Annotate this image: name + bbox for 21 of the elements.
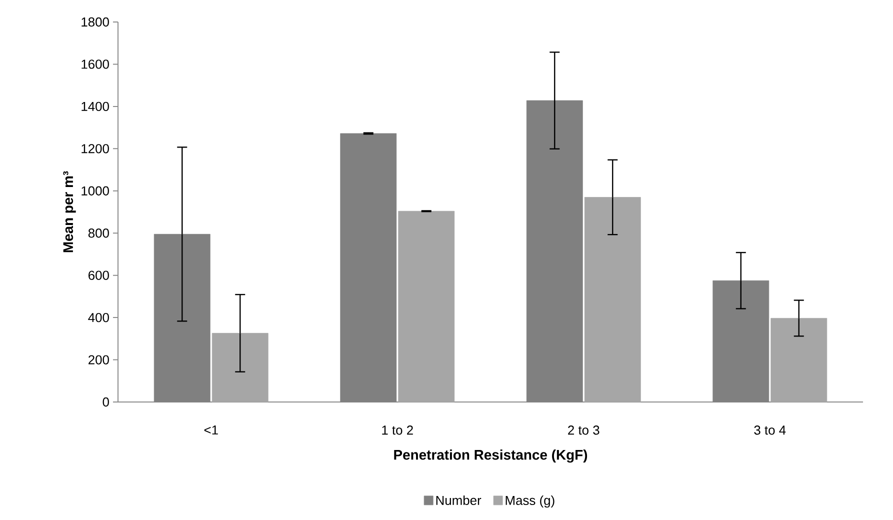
y-tick-label: 1800 bbox=[82, 17, 109, 27]
legend-label: Number bbox=[436, 495, 482, 505]
y-tick-label: 800 bbox=[88, 228, 109, 238]
y-tick-label: 1000 bbox=[82, 186, 109, 196]
bar bbox=[770, 318, 828, 402]
y-tick-label: 1200 bbox=[82, 144, 109, 154]
x-tick-label: 2 to 3 bbox=[568, 426, 600, 435]
x-axis-title: Penetration Resistance (KgF) bbox=[394, 450, 588, 463]
bar bbox=[398, 210, 455, 402]
y-tick-label: 0 bbox=[102, 397, 109, 407]
x-tick-label: <1 bbox=[204, 426, 218, 434]
x-tick-label: 1 to 2 bbox=[382, 426, 413, 435]
y-axis-title: Mean per m³ bbox=[63, 171, 76, 252]
y-tick-label: 1400 bbox=[82, 102, 109, 112]
legend-label: Mass (g) bbox=[506, 495, 554, 508]
y-tick-label: 600 bbox=[88, 270, 109, 280]
y-tick-label: 400 bbox=[88, 312, 109, 322]
bar bbox=[584, 197, 641, 402]
x-tick-label: 3 to 4 bbox=[754, 426, 786, 435]
y-tick-label: 1600 bbox=[82, 60, 109, 69]
y-tick-label: 200 bbox=[88, 355, 109, 364]
